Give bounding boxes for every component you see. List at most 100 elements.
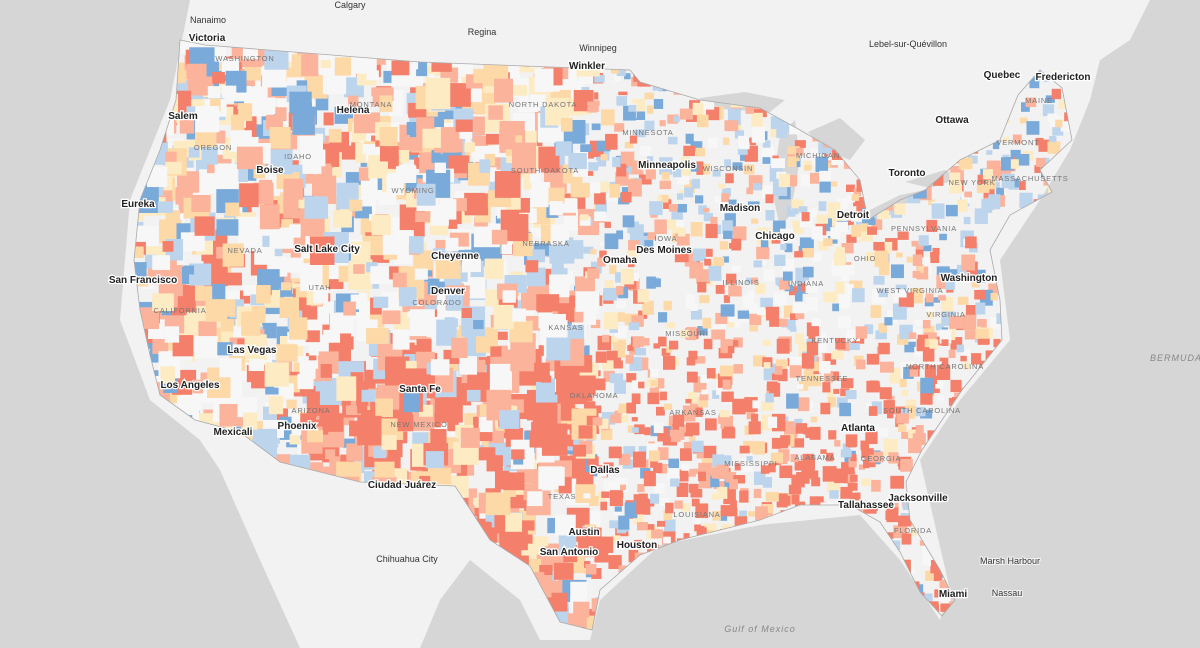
- county: [509, 320, 533, 343]
- county: [614, 508, 622, 516]
- county: [869, 451, 884, 463]
- county: [659, 157, 673, 175]
- county: [180, 232, 205, 252]
- county: [677, 203, 687, 213]
- county: [804, 458, 815, 469]
- county: [680, 424, 689, 433]
- county: [661, 195, 669, 203]
- county: [422, 128, 441, 148]
- county: [715, 284, 725, 294]
- county: [835, 337, 846, 350]
- city-label: Ottawa: [935, 115, 969, 126]
- county: [710, 475, 720, 488]
- county: [1038, 139, 1050, 152]
- county: [491, 229, 508, 245]
- county: [503, 472, 525, 491]
- county: [744, 145, 758, 162]
- county: [585, 564, 597, 575]
- county: [711, 329, 726, 340]
- county: [816, 214, 829, 224]
- county: [771, 158, 785, 169]
- city-label: Chihuahua City: [376, 554, 438, 564]
- county: [264, 46, 289, 70]
- county: [575, 291, 600, 312]
- county: [789, 124, 800, 135]
- county: [653, 422, 664, 434]
- county: [357, 415, 382, 446]
- city-label: Des Moines: [636, 245, 692, 256]
- county: [651, 529, 664, 539]
- county: [923, 325, 935, 337]
- county: [243, 284, 259, 296]
- county: [671, 208, 683, 220]
- city-label: San Antonio: [540, 547, 599, 558]
- county: [706, 368, 716, 379]
- county: [939, 321, 952, 331]
- county: [940, 603, 951, 612]
- county: [760, 297, 773, 310]
- county: [1001, 173, 1015, 189]
- county: [939, 580, 947, 589]
- county: [646, 276, 656, 289]
- county: [935, 381, 944, 389]
- county: [719, 241, 729, 250]
- county: [906, 429, 916, 440]
- county: [1012, 134, 1022, 144]
- county: [662, 355, 676, 370]
- county: [729, 479, 738, 490]
- county: [719, 409, 730, 418]
- county: [861, 478, 871, 486]
- county: [548, 466, 565, 486]
- county: [790, 454, 799, 463]
- county: [839, 402, 852, 417]
- county: [663, 509, 673, 521]
- county: [835, 281, 845, 294]
- county: [792, 208, 799, 215]
- county: [672, 226, 680, 234]
- county: [1055, 119, 1063, 128]
- county: [159, 219, 182, 244]
- county: [594, 192, 606, 205]
- county: [366, 328, 389, 344]
- county: [672, 160, 681, 169]
- county: [794, 333, 805, 345]
- county: [810, 470, 819, 480]
- county: [354, 112, 380, 134]
- county: [675, 219, 685, 230]
- county: [917, 265, 924, 273]
- county: [993, 181, 1000, 190]
- county: [856, 359, 866, 370]
- county: [791, 494, 800, 505]
- county: [763, 269, 775, 282]
- county: [244, 334, 267, 360]
- county: [606, 350, 618, 361]
- county: [358, 167, 370, 181]
- county: [283, 50, 295, 62]
- county: [144, 254, 157, 269]
- county: [188, 147, 200, 158]
- county: [134, 262, 147, 277]
- county: [659, 180, 671, 190]
- county: [322, 71, 347, 95]
- county: [898, 515, 912, 527]
- county: [413, 250, 434, 271]
- county: [666, 346, 673, 353]
- county: [774, 292, 787, 306]
- county: [886, 507, 899, 523]
- county: [165, 161, 182, 175]
- county: [723, 426, 735, 436]
- city-label: Salem: [168, 111, 198, 122]
- county: [824, 372, 834, 383]
- county: [683, 533, 690, 539]
- county: [855, 326, 868, 339]
- county: [792, 302, 805, 314]
- county: [701, 458, 714, 468]
- county: [696, 161, 704, 169]
- county: [650, 380, 658, 387]
- county: [780, 436, 790, 446]
- county: [662, 536, 671, 544]
- county: [869, 502, 878, 511]
- county: [222, 243, 244, 267]
- county: [578, 527, 602, 551]
- county: [600, 501, 608, 511]
